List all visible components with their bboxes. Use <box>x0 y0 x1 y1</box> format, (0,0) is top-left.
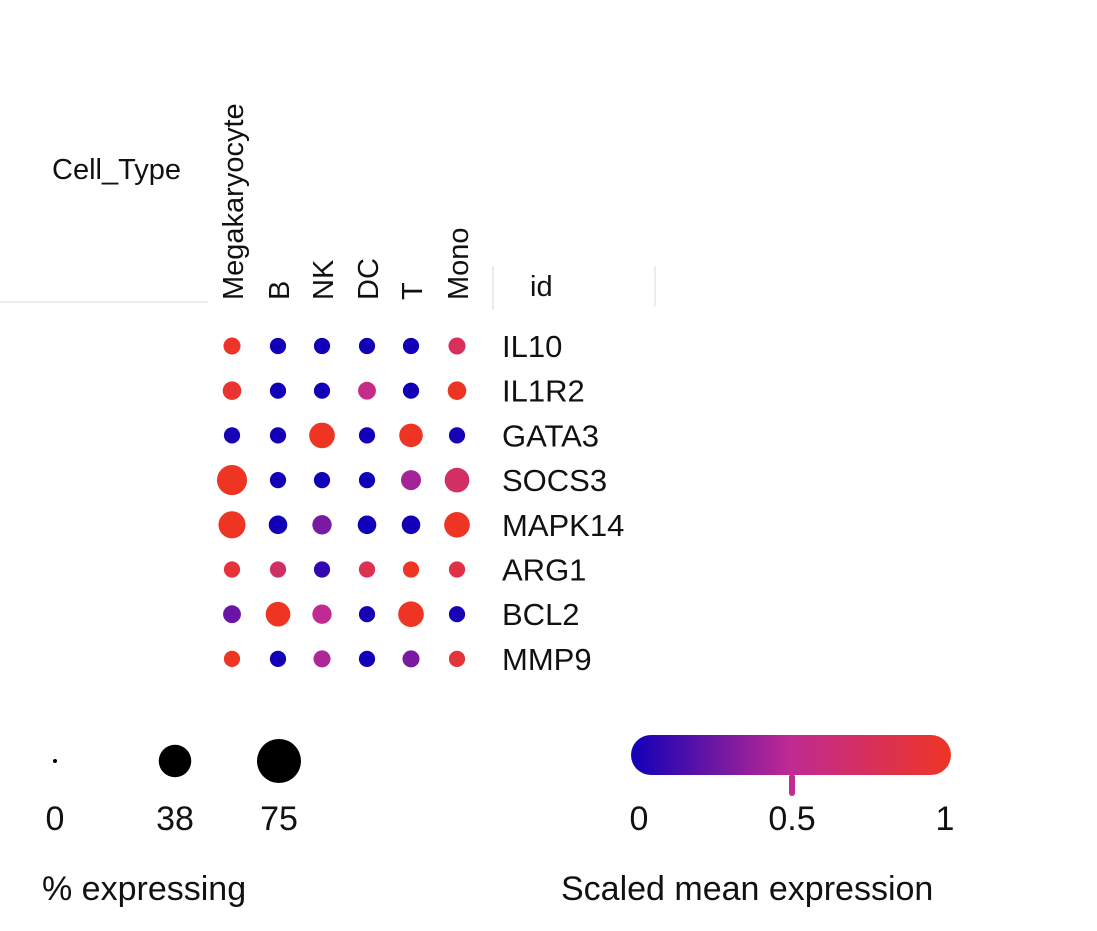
size-legend: 0 38 75 <box>46 739 301 838</box>
column-label: NK <box>308 259 340 300</box>
dot-point <box>223 561 241 578</box>
dot-point <box>223 427 241 444</box>
dot-point <box>222 381 242 401</box>
color-legend-label: 0 <box>630 800 649 838</box>
color-legend-title: Scaled mean expression <box>561 870 933 908</box>
row-label: SOCS3 <box>502 463 607 498</box>
size-legend-dot <box>53 759 57 763</box>
dot-point <box>269 337 287 355</box>
dot-point <box>444 467 470 493</box>
row-label: MMP9 <box>502 642 592 677</box>
dot-point <box>402 337 420 355</box>
column-label: Mono <box>443 227 475 300</box>
dot-point <box>358 337 376 355</box>
column-label: T <box>397 282 429 300</box>
size-legend-label: 75 <box>260 800 298 838</box>
dot-point <box>399 423 423 448</box>
color-bar-tick <box>789 774 795 796</box>
dot-point <box>309 422 335 449</box>
dot-point <box>448 561 466 578</box>
dot-point <box>312 604 332 624</box>
dot-point <box>358 650 376 668</box>
row-label: ARG1 <box>502 553 586 588</box>
dot-point <box>358 561 376 578</box>
dot-point <box>216 465 248 496</box>
dot-point <box>313 382 331 399</box>
dot-point <box>218 511 246 539</box>
column-label: DC <box>353 258 385 300</box>
dot-point <box>358 381 376 400</box>
dot-point <box>448 650 466 668</box>
column-label: B <box>264 281 296 300</box>
dot-point <box>269 382 287 399</box>
dot-point <box>268 515 288 535</box>
dot-point <box>269 471 287 489</box>
dot-point <box>313 337 331 355</box>
dot-point <box>401 515 421 535</box>
column-group-label: Cell_Type <box>52 154 181 186</box>
size-legend-label: 0 <box>46 800 65 838</box>
dot-point <box>448 427 466 444</box>
dot-point <box>313 471 331 489</box>
dot-grid <box>216 337 470 668</box>
size-legend-label: 38 <box>156 800 194 838</box>
dot-point <box>312 515 332 535</box>
dot-point <box>358 471 376 489</box>
dot-point <box>444 511 470 538</box>
dot-point <box>448 606 466 623</box>
row-label: IL1R2 <box>502 374 585 409</box>
row-label: GATA3 <box>502 418 599 453</box>
dot-point <box>265 601 291 627</box>
dot-point <box>223 650 241 668</box>
color-legend-label: 0.5 <box>768 800 815 838</box>
dot-point <box>358 606 376 623</box>
dot-point <box>223 605 241 624</box>
dot-point <box>269 561 287 578</box>
dot-point <box>358 427 376 444</box>
dot-point <box>313 650 331 668</box>
dot-point <box>223 337 241 355</box>
dot-point <box>269 427 287 444</box>
row-label: IL10 <box>502 329 562 364</box>
color-bar <box>631 735 951 775</box>
color-legend-label: 1 <box>936 800 955 838</box>
dot-point <box>398 601 424 628</box>
dot-point <box>402 382 420 399</box>
dot-point <box>448 337 466 355</box>
dot-point <box>269 650 287 668</box>
dot-point <box>357 515 377 535</box>
row-group-label: id <box>530 271 553 303</box>
dot-point <box>401 470 421 491</box>
size-legend-dot <box>158 744 192 778</box>
column-labels: Megakaryocyte B NK DC T Mono <box>218 103 475 300</box>
size-legend-title: % expressing <box>42 870 246 908</box>
dot-point <box>447 381 467 401</box>
dot-point <box>402 650 420 668</box>
row-label: MAPK14 <box>502 508 624 543</box>
dot-point <box>313 561 331 578</box>
row-label: BCL2 <box>502 597 580 632</box>
dot-point <box>402 561 420 578</box>
size-legend-dot <box>257 739 301 783</box>
row-labels: IL10 IL1R2 GATA3 SOCS3 MAPK14 ARG1 BCL2 MMP9 <box>502 329 624 677</box>
color-legend: 0 0.5 1 <box>630 735 955 838</box>
column-label: Megakaryocyte <box>218 103 250 300</box>
